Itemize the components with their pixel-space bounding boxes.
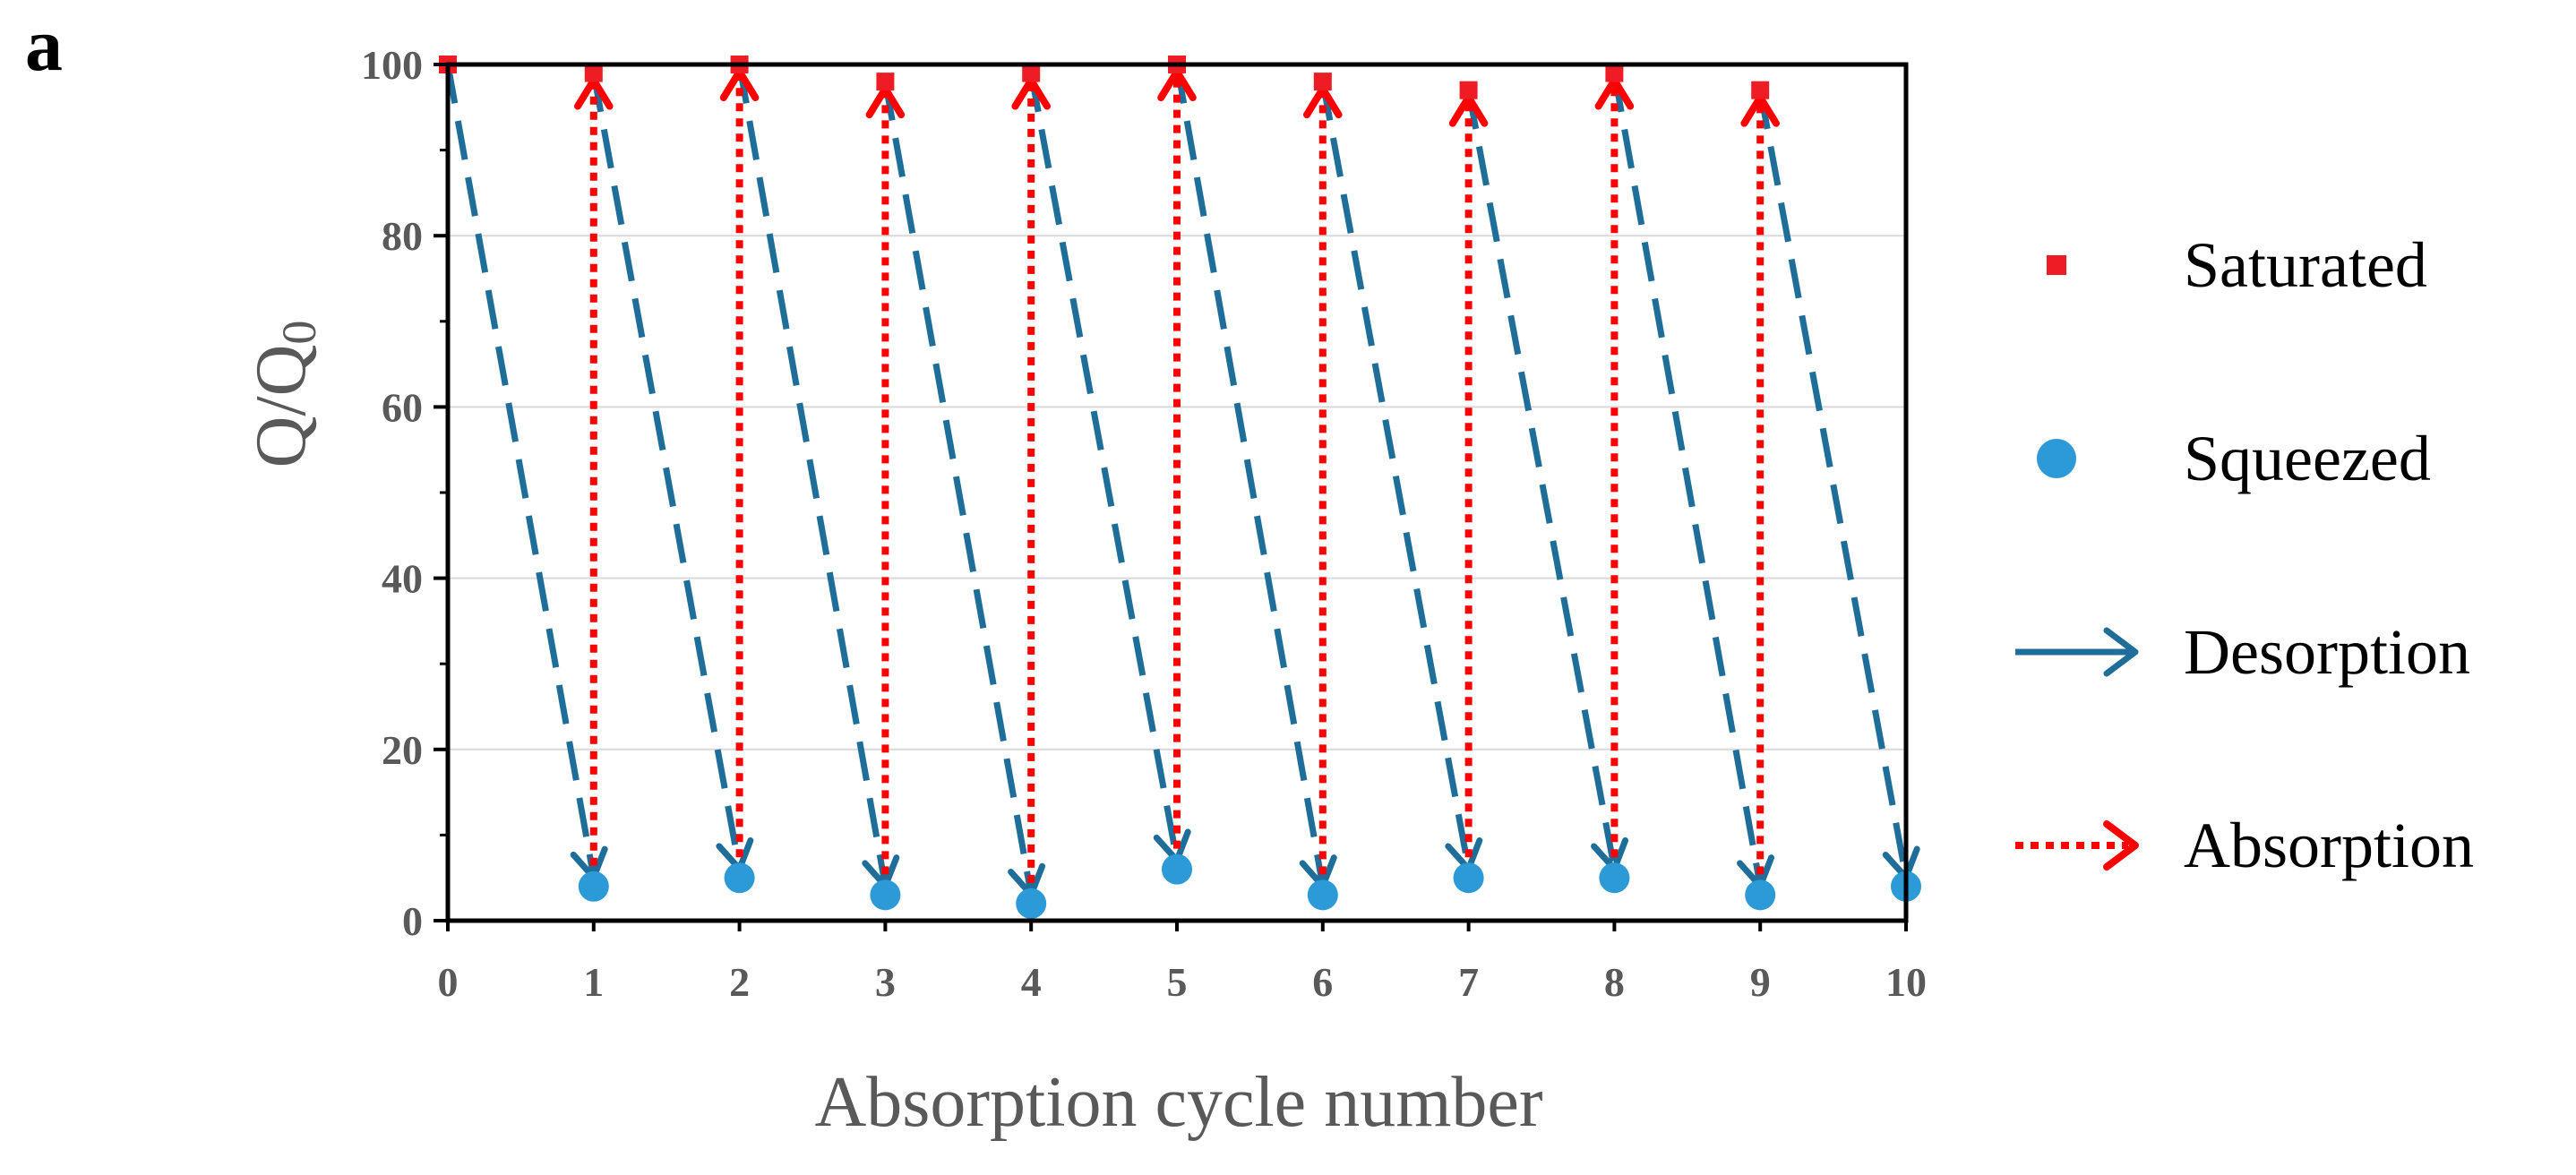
legend-saturated-marker [2047, 255, 2066, 275]
y-tick-label-80: 80 [382, 213, 423, 259]
saturated-point-3 [876, 73, 895, 91]
y-axis-label: Q/Q0 [242, 321, 326, 468]
x-tick-label-5: 5 [1167, 959, 1188, 1005]
legend: Saturated Squeezed Desorption Absorption [2015, 229, 2474, 881]
squeezed-point-5 [1162, 853, 1192, 885]
legend-label-absorption: Absorption [2184, 810, 2474, 881]
desorption-arrow-line-0 [444, 64, 597, 879]
desorption-arrow-line-7 [1465, 90, 1618, 870]
y-tick-label-100: 100 [361, 42, 423, 88]
x-tick-label-2: 2 [729, 959, 750, 1005]
squeezed-point-9 [1745, 879, 1776, 911]
saturated-point-9 [1751, 81, 1770, 99]
x-tick-label-7: 7 [1458, 959, 1479, 1005]
desorption-arrow-line-6 [1319, 81, 1473, 870]
x-tick-label-1: 1 [583, 959, 604, 1005]
y-tick-label-40: 40 [382, 556, 423, 602]
squeezed-point-3 [870, 879, 901, 911]
desorption-arrow-line-3 [881, 81, 1035, 896]
desorption-arrow-line-9 [1756, 90, 1910, 879]
x-tick-label-3: 3 [875, 959, 896, 1005]
cycle-arrows [444, 64, 1920, 898]
squeezed-point-2 [724, 862, 755, 894]
squeezed-point-7 [1453, 862, 1484, 894]
saturated-point-6 [1313, 73, 1332, 91]
squeezed-point-8 [1599, 862, 1630, 894]
y-tick-label-20: 20 [382, 727, 423, 773]
desorption-arrow-line-5 [1173, 64, 1327, 887]
saturated-point-1 [584, 64, 603, 82]
desorption-arrow-line-1 [590, 72, 743, 870]
x-tick-label-10: 10 [1885, 959, 1927, 1005]
desorption-arrow-line-4 [1027, 72, 1181, 862]
legend-label-desorption: Desorption [2184, 616, 2470, 688]
x-tick-label-4: 4 [1021, 959, 1042, 1005]
x-axis-label: Absorption cycle number [814, 1063, 1542, 1142]
y-tick-label-60: 60 [382, 384, 423, 430]
axes: 0 20 40 60 80 100 0 1 2 3 4 5 6 7 8 9 10 [361, 42, 1927, 1005]
legend-label-squeezed: Squeezed [2184, 423, 2431, 494]
x-tick-label-9: 9 [1750, 959, 1771, 1005]
x-tick-label-0: 0 [438, 959, 459, 1005]
y-axis-label-subscript: 0 [272, 321, 326, 345]
desorption-arrow-line-2 [736, 64, 889, 887]
saturated-point-7 [1459, 81, 1478, 99]
y-axis-label-main: Q/Q [242, 345, 321, 468]
squeezed-point-1 [578, 871, 609, 902]
panel-label: a [25, 4, 63, 87]
squeezed-point-4 [1016, 888, 1047, 919]
legend-absorption-arrowhead [2103, 820, 2139, 871]
x-tick-label-8: 8 [1604, 959, 1625, 1005]
legend-squeezed-marker [2037, 439, 2076, 478]
legend-label-saturated: Saturated [2184, 229, 2427, 301]
data-points [439, 56, 1921, 919]
desorption-arrow-line-8 [1610, 72, 1764, 887]
legend-desorption-arrowhead [2103, 627, 2139, 677]
saturated-point-8 [1605, 64, 1624, 82]
squeezed-point-6 [1307, 879, 1338, 911]
y-tick-label-0: 0 [402, 898, 423, 944]
saturated-point-4 [1022, 64, 1041, 82]
x-tick-label-6: 6 [1312, 959, 1333, 1005]
